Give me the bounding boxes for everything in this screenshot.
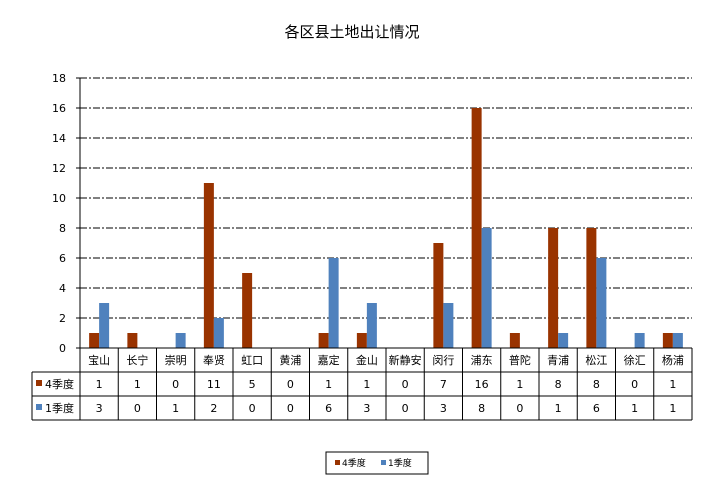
category-label: 奉贤	[203, 353, 225, 367]
table-value: 11	[207, 378, 221, 391]
bar-q4-3	[203, 183, 214, 348]
legend-swatch	[335, 460, 340, 465]
table-value: 0	[402, 402, 409, 415]
category-label: 杨浦	[662, 353, 684, 367]
bar-q4-9	[433, 243, 444, 348]
bar-q1-7	[366, 303, 377, 348]
category-label: 闵行	[432, 353, 454, 367]
table-value: 16	[475, 378, 489, 391]
gridlines	[80, 77, 692, 319]
table-value: 3	[363, 402, 370, 415]
category-label: 黄浦	[279, 353, 301, 367]
category-label: 普陀	[509, 353, 531, 367]
table-value: 1	[516, 378, 523, 391]
table-value: 1	[325, 378, 332, 391]
y-tick-label: 18	[52, 72, 66, 85]
table-value: 1	[172, 402, 179, 415]
table-value: 0	[134, 402, 141, 415]
bar-q1-15	[672, 333, 683, 348]
bar-q1-13	[596, 258, 607, 348]
bar-q1-0	[99, 303, 110, 348]
bar-q1-2	[175, 333, 186, 348]
category-label: 金山	[356, 353, 378, 367]
category-label: 松江	[585, 353, 607, 367]
table-value: 1	[555, 402, 562, 415]
y-tick-label: 16	[52, 102, 66, 115]
bar-q4-12	[548, 228, 559, 348]
category-label: 嘉定	[318, 353, 340, 367]
category-label: 徐汇	[624, 353, 646, 367]
table-value: 3	[96, 402, 103, 415]
table-value: 7	[440, 378, 447, 391]
table-value: 3	[440, 402, 447, 415]
legend: 4季度 1季度	[325, 451, 429, 475]
bar-q1-14	[634, 333, 645, 348]
table-value: 0	[287, 402, 294, 415]
legend-label: 1季度	[388, 457, 412, 469]
bar-q1-3	[213, 318, 224, 348]
series-row-label: 4季度	[45, 377, 74, 391]
bar-q4-6	[318, 333, 329, 348]
table-value: 6	[325, 402, 332, 415]
category-label: 新静安	[389, 353, 422, 367]
table-value: 0	[172, 378, 179, 391]
table-value: 1	[134, 378, 141, 391]
y-tick-label: 2	[59, 312, 66, 325]
series-swatch	[36, 404, 42, 410]
category-label: 虹口	[241, 354, 263, 367]
y-tick-label: 8	[59, 222, 66, 235]
legend-label: 4季度	[342, 457, 366, 469]
table-value: 0	[249, 402, 256, 415]
table-value: 6	[593, 402, 600, 415]
table-value: 1	[96, 378, 103, 391]
table-value: 8	[593, 378, 600, 391]
series-swatch	[36, 380, 42, 386]
table-value: 0	[516, 402, 523, 415]
bar-q4-11	[509, 333, 520, 348]
chart-title: 各区县土地出让情况	[284, 23, 419, 41]
bar-q1-10	[481, 228, 492, 348]
category-label: 青浦	[547, 354, 569, 367]
series-row-label: 1季度	[45, 401, 74, 415]
table-value: 8	[478, 402, 485, 415]
table-value: 1	[669, 402, 676, 415]
table-value: 1	[669, 378, 676, 391]
y-tick-label: 4	[59, 282, 66, 295]
bar-q4-13	[586, 228, 597, 348]
table-value: 8	[555, 378, 562, 391]
bars	[89, 108, 683, 348]
bar-q4-7	[356, 333, 367, 348]
table-value: 5	[249, 378, 256, 391]
table-value: 0	[631, 378, 638, 391]
table-value: 1	[631, 402, 638, 415]
category-label: 长宁	[126, 353, 148, 367]
legend-box	[325, 451, 429, 475]
category-label: 浦东	[471, 354, 493, 367]
table-value: 2	[210, 402, 217, 415]
table-value: 0	[402, 378, 409, 391]
bar-q4-1	[127, 333, 138, 348]
y-tick-label: 10	[52, 192, 66, 205]
y-tick-label: 6	[59, 252, 66, 265]
bar-q4-10	[471, 108, 482, 348]
legend-swatch	[381, 460, 386, 465]
bar-q4-15	[662, 333, 673, 348]
y-tick-label: 0	[59, 342, 66, 355]
y-tick-label: 14	[52, 132, 66, 145]
y-axis: 0 2 4 6 8 10 12 14 16 18	[52, 72, 81, 355]
bar-q1-12	[558, 333, 569, 348]
bar-q1-9	[443, 303, 454, 348]
table-value: 1	[363, 378, 370, 391]
y-tick-label: 12	[52, 162, 66, 175]
category-label: 宝山	[88, 353, 110, 367]
bar-q1-6	[328, 258, 339, 348]
category-label: 崇明	[165, 354, 187, 367]
bar-q4-4	[242, 273, 253, 348]
bar-q4-0	[89, 333, 100, 348]
table-value: 0	[287, 378, 294, 391]
